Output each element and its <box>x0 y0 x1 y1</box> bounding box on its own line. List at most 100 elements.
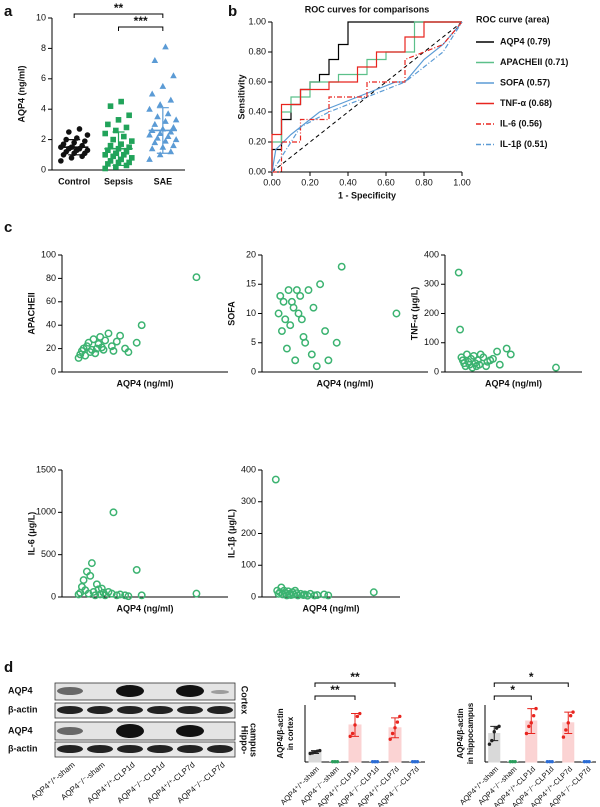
band <box>116 724 144 738</box>
band <box>87 745 113 753</box>
data-point <box>282 344 291 353</box>
data-point <box>548 759 552 764</box>
data-point <box>110 136 116 143</box>
blot-region-label: Hippo- <box>240 726 250 755</box>
data-point <box>74 590 83 599</box>
blot-row-label: AQP4 <box>8 685 33 695</box>
data-point <box>105 121 111 128</box>
y-tick-label: 80 <box>46 273 56 283</box>
data-point <box>91 591 100 600</box>
significance-label: * <box>510 683 515 697</box>
data-point <box>167 148 175 155</box>
x-tick-label: 0.20 <box>301 177 319 187</box>
y-tick-label: 1500 <box>36 464 56 474</box>
y-tick-label: 100 <box>424 337 439 347</box>
data-point <box>508 759 513 764</box>
data-point <box>309 303 318 312</box>
data-point <box>110 153 116 160</box>
roc-curve <box>271 21 463 173</box>
data-point <box>118 156 124 163</box>
y-tick-label: 2 <box>41 134 46 144</box>
data-point <box>109 346 118 355</box>
data-point <box>162 137 169 144</box>
data-point <box>502 344 511 353</box>
data-point <box>115 117 122 123</box>
data-point <box>76 126 83 132</box>
legend-label: TNF-α (0.68) <box>500 98 552 108</box>
data-point <box>312 362 321 371</box>
data-point <box>316 280 325 289</box>
x-axis-label: AQP4 (ng/ml) <box>485 378 542 388</box>
data-point <box>398 714 402 719</box>
x-axis-label: 1 - Specificity <box>338 190 396 200</box>
data-point <box>170 72 177 79</box>
data-point <box>482 362 491 371</box>
data-point <box>129 138 135 144</box>
data-point <box>172 136 180 143</box>
y-tick-label: 0.60 <box>248 76 266 86</box>
data-point <box>146 131 153 138</box>
data-point <box>118 98 124 105</box>
data-point <box>116 590 125 599</box>
data-point <box>550 759 554 764</box>
data-point <box>529 721 533 725</box>
data-point <box>167 96 175 103</box>
sd-bar <box>112 131 125 167</box>
significance-bracket <box>493 695 532 700</box>
data-point <box>456 325 465 334</box>
y-tick-label: 4 <box>41 104 46 114</box>
data-point <box>58 158 64 164</box>
band <box>207 706 233 714</box>
data-point <box>112 337 121 346</box>
significance-bracket <box>314 695 356 700</box>
x-tick-label: 1.00 <box>453 177 471 187</box>
data-point <box>413 760 417 764</box>
band <box>57 727 83 735</box>
chart-title: ROC curves for comparisons <box>305 4 430 14</box>
data-point <box>276 292 285 300</box>
band <box>207 745 233 753</box>
y-tick-label: 40 <box>46 320 56 330</box>
y-tick-label: 0 <box>251 591 256 601</box>
data-point <box>571 710 575 714</box>
y-tick-label: 10 <box>36 12 46 22</box>
x-tick-label: 0.40 <box>339 177 357 187</box>
y-tick-label: 10 <box>246 308 256 318</box>
band <box>117 745 143 753</box>
data-point <box>124 592 133 601</box>
data-point <box>511 759 515 764</box>
y-tick-label: 200 <box>241 528 256 538</box>
y-tick-label: 8 <box>41 43 46 53</box>
band <box>57 706 83 714</box>
significance-bracket <box>73 13 164 18</box>
data-point <box>271 475 280 484</box>
y-axis-label: IL-6 (μg/L) <box>26 512 36 556</box>
data-point <box>321 327 330 335</box>
data-point <box>301 338 310 347</box>
data-point <box>159 82 167 89</box>
data-point <box>487 742 492 746</box>
data-point <box>146 105 153 112</box>
y-tick-label: 0.80 <box>248 46 266 56</box>
data-point <box>395 720 400 724</box>
data-point <box>490 738 494 743</box>
data-point <box>126 112 132 119</box>
data-point <box>116 331 125 340</box>
data-point <box>320 590 329 599</box>
band <box>117 706 143 714</box>
data-point <box>129 155 135 161</box>
band <box>177 745 203 753</box>
data-point <box>297 315 306 324</box>
data-point <box>497 724 501 729</box>
data-point <box>489 354 497 363</box>
data-point <box>113 127 119 134</box>
y-tick-label: 6 <box>41 73 46 83</box>
western-blot <box>54 682 236 758</box>
y-axis-label: APACHEII <box>26 292 36 334</box>
data-point <box>121 152 127 158</box>
data-point <box>348 734 352 739</box>
data-point <box>373 760 377 764</box>
y-tick-label: 300 <box>241 496 256 506</box>
data-point <box>415 760 420 764</box>
